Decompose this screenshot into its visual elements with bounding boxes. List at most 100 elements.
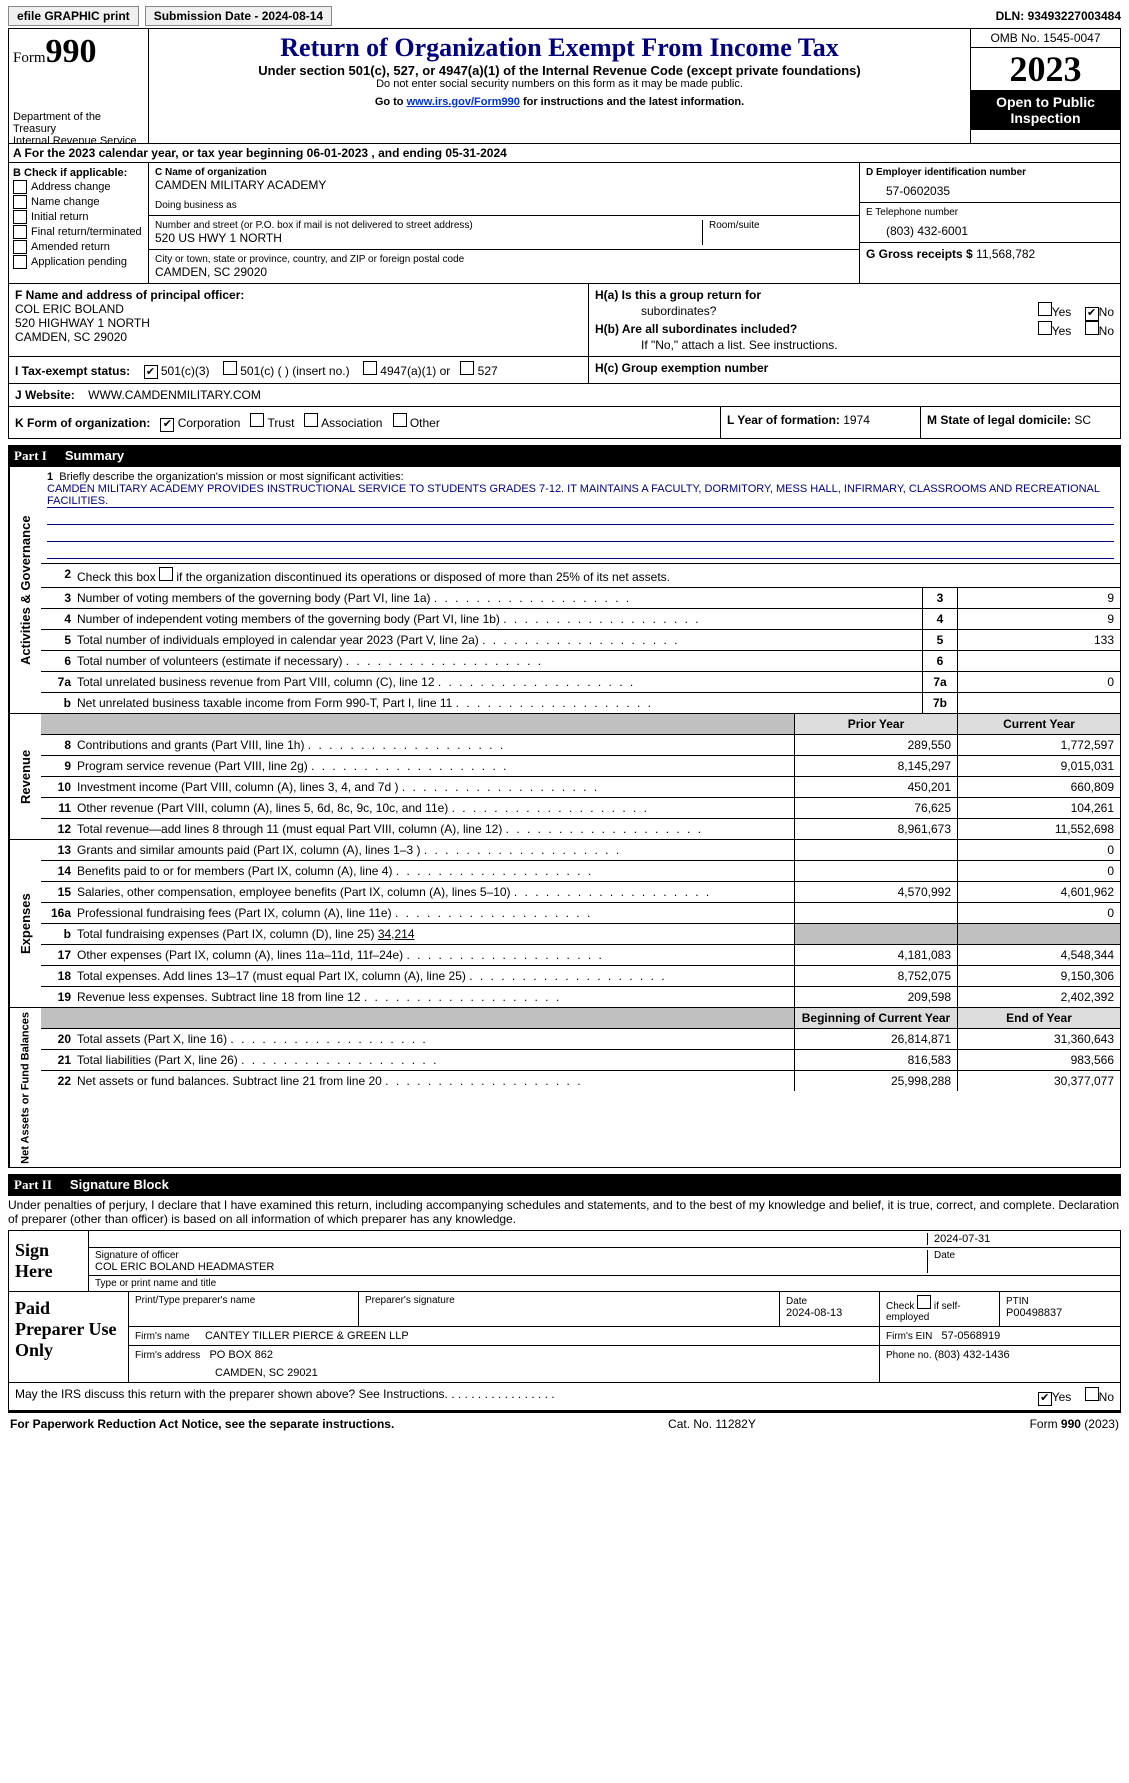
grey-cell <box>41 1008 73 1028</box>
row-label: Professional fundraising fees (Part IX, … <box>73 903 794 923</box>
f-city: CAMDEN, SC 29020 <box>15 330 127 344</box>
header-right: OMB No. 1545-0047 2023 Open to Public In… <box>970 29 1120 143</box>
dln: DLN: 93493227003484 <box>996 9 1121 23</box>
firm-name-label: Firm's name <box>135 1331 190 1342</box>
irs-form990-link[interactable]: www.irs.gov/Form990 <box>407 96 520 108</box>
row-label: Benefits paid to or for members (Part IX… <box>73 861 794 881</box>
sign-officer-row: Signature of officer COL ERIC BOLAND HEA… <box>89 1248 1120 1276</box>
beginning-value: 816,583 <box>794 1050 957 1070</box>
chk-label: Application pending <box>31 256 127 268</box>
ptin-value: P00498837 <box>1006 1307 1062 1319</box>
line-a: A For the 2023 calendar year, or tax yea… <box>8 144 1121 163</box>
row-box: 3 <box>922 588 957 608</box>
checkbox-icon <box>13 225 27 239</box>
summary-row: 16aProfessional fundraising fees (Part I… <box>41 903 1120 924</box>
row-num: 10 <box>41 777 73 797</box>
vlabel-ag: Activities & Governance <box>9 467 41 713</box>
row-num: 13 <box>41 840 73 860</box>
checkbox-icon[interactable] <box>1038 302 1052 316</box>
discuss-question: May the IRS discuss this return with the… <box>15 1387 555 1406</box>
firm-ein-cell: Firm's EIN 57-0568919 <box>880 1327 1120 1345</box>
beginning-year-header: Beginning of Current Year <box>794 1008 957 1028</box>
vlabel-net-assets: Net Assets or Fund Balances <box>9 1008 41 1168</box>
submission-date-value: 2024-08-14 <box>262 9 323 23</box>
submission-date-button[interactable]: Submission Date - 2024-08-14 <box>145 6 332 26</box>
end-value: 30,377,077 <box>957 1071 1120 1091</box>
checkbox-icon[interactable] <box>917 1295 931 1309</box>
row-label: Total fundraising expenses (Part IX, col… <box>73 924 794 944</box>
chk-label: Name change <box>31 196 100 208</box>
chk-name-change[interactable]: Name change <box>13 195 144 209</box>
checkbox-checked-icon[interactable]: ✔ <box>1038 1392 1052 1406</box>
sign-date-row: 2024-07-31 <box>89 1231 1120 1248</box>
vlabel-revenue: Revenue <box>9 714 41 839</box>
footer-mid: Cat. No. 11282Y <box>668 1417 756 1431</box>
paid-row-3: Firm's address PO BOX 862 CAMDEN, SC 290… <box>129 1346 1120 1382</box>
summary-row: 19Revenue less expenses. Subtract line 1… <box>41 987 1120 1007</box>
chk-application-pending[interactable]: Application pending <box>13 255 144 269</box>
chk-address-change[interactable]: Address change <box>13 180 144 194</box>
row-label: Other expenses (Part IX, column (A), lin… <box>73 945 794 965</box>
dba-label: Doing business as <box>155 200 853 211</box>
chk-initial-return[interactable]: Initial return <box>13 210 144 224</box>
summary-row: 21Total liabilities (Part X, line 26) 81… <box>41 1050 1120 1071</box>
opt-4947: 4947(a)(1) or <box>380 364 450 378</box>
checkbox-icon[interactable] <box>304 413 318 427</box>
firm-name-value: CANTEY TILLER PIERCE & GREEN LLP <box>205 1330 409 1342</box>
date-label: Date <box>934 1250 1114 1261</box>
checkbox-checked-icon[interactable]: ✔ <box>144 365 158 379</box>
current-year-value: 660,809 <box>957 777 1120 797</box>
header-mid: Return of Organization Exempt From Incom… <box>149 29 970 143</box>
current-year-value: 104,261 <box>957 798 1120 818</box>
summary-row: 10Investment income (Part VIII, column (… <box>41 777 1120 798</box>
summary-row: bTotal fundraising expenses (Part IX, co… <box>41 924 1120 945</box>
part2-num: Part II <box>14 1177 52 1193</box>
cell-m: M State of legal domicile: SC <box>920 407 1120 438</box>
firm-phone-label: Phone no. <box>886 1350 934 1361</box>
checkbox-icon[interactable] <box>1085 321 1099 335</box>
checkbox-icon[interactable] <box>460 361 474 375</box>
checkbox-checked-icon[interactable]: ✔ <box>1085 307 1099 321</box>
checkbox-icon[interactable] <box>223 361 237 375</box>
grey-cell <box>957 924 1120 944</box>
section-bcde: B Check if applicable: Address change Na… <box>8 163 1121 284</box>
checkbox-icon <box>13 255 27 269</box>
street-wrap: Number and street (or P.O. box if mail i… <box>155 220 703 245</box>
cell-h: H(a) Is this a group return for subordin… <box>589 284 1120 356</box>
firm-phone-value: (803) 432-1436 <box>934 1349 1009 1361</box>
chk-amended-return[interactable]: Amended return <box>13 240 144 254</box>
chk-final-return[interactable]: Final return/terminated <box>13 225 144 239</box>
section-revenue: Revenue Prior Year Current Year 8Contrib… <box>8 714 1121 840</box>
m-label: M State of legal domicile: <box>927 413 1074 427</box>
row-box: 7a <box>922 672 957 692</box>
yes-label: Yes <box>1052 305 1072 319</box>
checkbox-icon[interactable] <box>363 361 377 375</box>
checkbox-icon <box>13 180 27 194</box>
firm-name-cell: Firm's name CANTEY TILLER PIERCE & GREEN… <box>129 1327 880 1345</box>
line-a-begin: 06-01-2023 <box>307 146 368 160</box>
efile-print-button[interactable]: efile GRAPHIC print <box>8 6 139 26</box>
dln-label: DLN: <box>996 9 1028 23</box>
row-label: Total revenue—add lines 8 through 11 (mu… <box>73 819 794 839</box>
checkbox-icon[interactable] <box>1038 321 1052 335</box>
prior-year-value: 8,961,673 <box>794 819 957 839</box>
checkbox-icon[interactable] <box>159 567 173 581</box>
hb-label: H(b) Are all subordinates included? <box>595 322 797 336</box>
prior-year-value: 8,145,297 <box>794 756 957 776</box>
checkbox-checked-icon[interactable]: ✔ <box>160 418 174 432</box>
blank-line <box>47 510 1114 525</box>
gross-label: G Gross receipts $ <box>866 247 976 261</box>
checkbox-icon[interactable] <box>393 413 407 427</box>
form-title: Return of Organization Exempt From Incom… <box>157 33 962 63</box>
cell-phone: E Telephone number (803) 432-6001 <box>860 203 1120 243</box>
checkbox-icon[interactable] <box>250 413 264 427</box>
current-year-value: 0 <box>957 903 1120 923</box>
section-net-assets: Net Assets or Fund Balances Beginning of… <box>8 1008 1121 1169</box>
penalties-text: Under penalties of perjury, I declare th… <box>8 1196 1121 1228</box>
row-label: Total liabilities (Part X, line 26) <box>73 1050 794 1070</box>
row-value: 133 <box>957 630 1120 650</box>
yes-label: Yes <box>1052 324 1072 338</box>
summary-row: 3Number of voting members of the governi… <box>41 588 1120 609</box>
checkbox-icon[interactable] <box>1085 1387 1099 1401</box>
firm-addr2: CAMDEN, SC 29021 <box>135 1361 873 1379</box>
